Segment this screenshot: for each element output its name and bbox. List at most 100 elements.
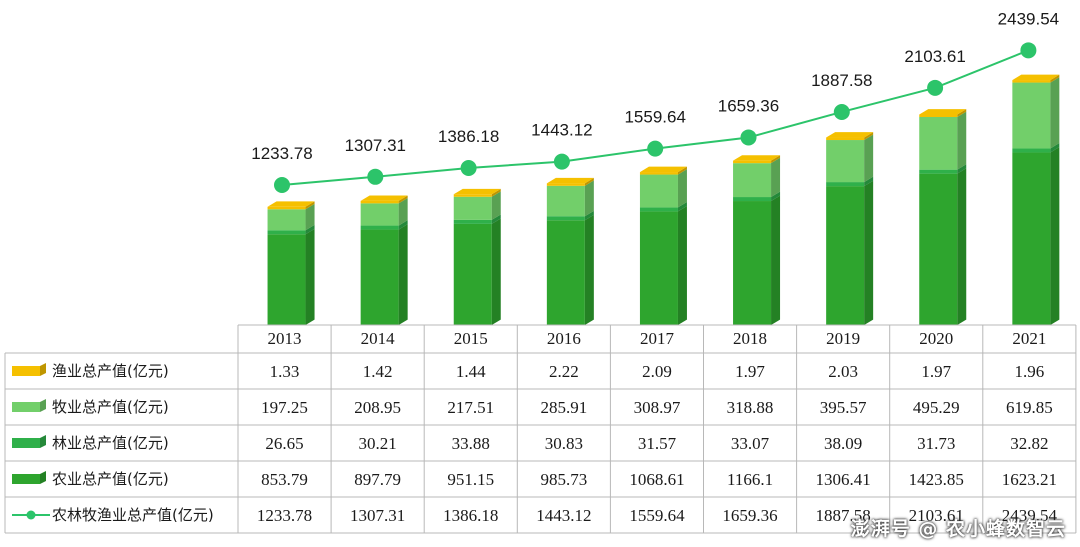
bar-side-1-2019 (864, 134, 874, 183)
watermark-text: 澎湃号 @ 农小蜂数智云 (850, 518, 1066, 540)
bar-top-2016 (546, 177, 594, 184)
table-cell-3-2013: 853.79 (261, 470, 308, 489)
table-cell-3-2019: 1306.41 (816, 470, 871, 489)
bar-3-2021 (1012, 152, 1051, 325)
table-cell-2-2019: 38.09 (824, 434, 862, 453)
bar-1-2018 (733, 163, 772, 198)
bar-top-2019 (826, 132, 874, 138)
bar-3-2013 (267, 234, 306, 325)
bar-side-2-2016 (584, 210, 594, 221)
table-cell-4-2014: 1307.31 (350, 506, 405, 525)
table-cell-1-2021: 619.85 (1006, 398, 1053, 417)
table-cell-4-2016: 1443.12 (536, 506, 591, 525)
bar-top-2018 (733, 155, 781, 161)
bar-top-2021 (1012, 74, 1060, 81)
bar-0-2017 (639, 172, 678, 175)
legend-key-0 (12, 366, 40, 376)
table-cell-4-2015: 1386.18 (443, 506, 498, 525)
total-label-2013: 1233.78 (251, 144, 312, 163)
bar-side-3-2016 (584, 214, 594, 325)
bar-side-2-2014 (398, 220, 408, 230)
bar-3-2018 (733, 201, 772, 325)
bar-2-2020 (919, 169, 958, 174)
table-header-2020: 2020 (919, 329, 953, 348)
table-cell-0-2017: 2.09 (642, 362, 672, 381)
bar-side-0-2013 (305, 201, 315, 210)
bar-2-2018 (733, 197, 772, 202)
bar-side-3-2018 (771, 195, 781, 325)
legend-label-4: 农林牧渔业总产值(亿元) (52, 506, 214, 524)
bar-0-2016 (546, 183, 585, 186)
bar-side-1-2013 (305, 203, 315, 231)
bar-side-3-2014 (398, 224, 408, 325)
total-label-2019: 1887.58 (811, 71, 872, 90)
bar-2-2014 (360, 225, 399, 230)
bar-side-1-2017 (677, 169, 687, 208)
bar-side-2-2021 (1050, 143, 1060, 153)
bar-3-2019 (826, 186, 865, 325)
bar-2-2019 (826, 182, 865, 187)
bar-2-2015 (453, 219, 492, 224)
bar-side-3-2015 (491, 218, 501, 325)
table-cell-2-2021: 32.82 (1010, 434, 1048, 453)
total-point-2015 (460, 159, 477, 176)
total-label-2014: 1307.31 (345, 136, 406, 155)
total-point-2013 (274, 177, 290, 193)
bar-top-2020 (919, 109, 967, 115)
table-cell-0-2020: 1.97 (921, 362, 951, 381)
table-cell-2-2014: 30.21 (359, 434, 397, 453)
table-cell-2-2015: 33.88 (452, 434, 490, 453)
bar-top-2013 (267, 201, 315, 207)
total-point-2020 (927, 79, 944, 96)
table-cell-0-2016: 2.22 (549, 362, 579, 381)
bar-1-2017 (639, 174, 678, 208)
bar-0-2014 (360, 200, 399, 204)
bar-top-2014 (360, 195, 408, 201)
total-point-2016 (553, 153, 570, 170)
legend-key-1 (12, 402, 40, 412)
total-point-2021 (1020, 42, 1037, 59)
bar-side-0-2014 (398, 195, 408, 204)
total-point-2014 (367, 168, 384, 185)
table-cell-4-2020: 2103.61 (909, 506, 964, 525)
legend-key-side-0 (40, 363, 46, 376)
bar-1-2020 (919, 116, 958, 170)
table-header-2018: 2018 (733, 329, 767, 348)
bar-1-2014 (360, 203, 399, 226)
bar-0-2021 (1012, 80, 1051, 83)
table-cell-3-2015: 951.15 (447, 470, 494, 489)
bar-side-3-2017 (677, 206, 687, 325)
bar-side-0-2015 (491, 188, 501, 197)
total-label-2015: 1386.18 (438, 127, 499, 146)
total-label-2018: 1659.36 (718, 96, 779, 115)
table-cell-4-2021: 2439.54 (1002, 506, 1058, 525)
bar-side-0-2020 (957, 109, 967, 117)
legend-key-total-dot (26, 510, 36, 520)
bar-3-2014 (360, 229, 399, 325)
table-cell-0-2019: 2.03 (828, 362, 858, 381)
bar-3-2015 (453, 223, 492, 325)
bar-side-1-2014 (398, 197, 408, 226)
total-label-2016: 1443.12 (531, 121, 592, 140)
bar-side-1-2020 (957, 111, 967, 170)
total-point-2019 (833, 103, 850, 120)
bar-0-2019 (826, 137, 865, 141)
table-cell-4-2017: 1559.64 (629, 506, 685, 525)
legend-label-3: 农业总产值(亿元) (52, 470, 169, 488)
bar-3-2017 (639, 211, 678, 325)
bar-1-2015 (453, 196, 492, 220)
table-cell-1-2013: 197.25 (261, 398, 308, 417)
table-cell-0-2021: 1.96 (1014, 362, 1044, 381)
bar-side-3-2019 (864, 180, 874, 325)
bar-side-0-2017 (677, 166, 687, 175)
table-header-2019: 2019 (826, 329, 860, 348)
legend-label-0: 渔业总产值(亿元) (52, 362, 169, 380)
bar-1-2013 (267, 209, 306, 231)
bar-side-1-2021 (1050, 77, 1060, 149)
table-cell-0-2014: 1.42 (363, 362, 393, 381)
bar-side-1-2015 (491, 191, 501, 220)
bar-side-3-2021 (1050, 147, 1060, 325)
table-cell-3-2016: 985.73 (540, 470, 587, 489)
table-cell-1-2014: 208.95 (354, 398, 401, 417)
